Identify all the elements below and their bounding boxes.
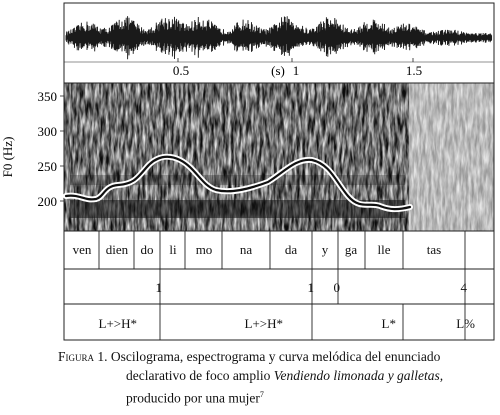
syllable: na — [240, 242, 253, 257]
syllable: ga — [345, 242, 358, 257]
syllable: tas — [427, 242, 441, 257]
syllable: y — [322, 242, 329, 257]
syllable: dien — [106, 242, 129, 257]
f0-contour — [64, 155, 412, 211]
f0-tick-250: 250 — [38, 159, 58, 174]
break-index-tier: 1 1 0 4 — [156, 280, 468, 295]
tone-label: L* — [382, 316, 396, 331]
break-index: 4 — [461, 280, 468, 295]
syllable: da — [285, 242, 298, 257]
break-index: 1 — [308, 280, 315, 295]
oscillogram-panel: 0.5 (s) 1 1.5 — [63, 2, 495, 84]
tone-label: L% — [456, 316, 475, 331]
syllable-tier: ven dien do li mo na da y ga lle tas — [73, 242, 442, 257]
f0-axis-label: F0 (Hz) — [0, 137, 15, 178]
tone-marks — [159, 304, 466, 340]
syllable: mo — [196, 242, 213, 257]
caption-title: Vendiendo limonada y galletas, — [273, 368, 444, 383]
tone-label: L+>H* — [245, 316, 284, 331]
spectrogram-panel: F0 (Hz) 350 300 250 200 — [0, 82, 495, 232]
figure-label: Figura 1. — [58, 349, 108, 364]
f0-tick-marks — [60, 95, 64, 202]
syllable-boundaries — [98, 231, 466, 269]
time-tick-1-5: 1.5 — [406, 63, 422, 78]
time-tick-0-5: 0.5 — [173, 63, 189, 78]
annotation-tiers — [63, 230, 495, 341]
break-index: 0 — [334, 280, 341, 295]
tone-tier: L+>H* L+>H* L* L% — [99, 316, 476, 331]
figure-caption: Figura 1. Oscilograma, espectrograma y c… — [58, 347, 498, 408]
caption-footnote: 7 — [259, 390, 264, 399]
f0-tick-300: 300 — [38, 124, 58, 139]
syllable: ven — [73, 242, 92, 257]
time-tick-marks — [177, 58, 414, 62]
syllable: do — [141, 242, 154, 257]
f0-tick-200: 200 — [38, 194, 58, 209]
waveform — [65, 16, 493, 60]
caption-text-2: declarativo de foco amplio — [126, 368, 274, 383]
syllable: lle — [378, 242, 391, 257]
syllable: li — [169, 242, 177, 257]
break-index-marks — [159, 269, 466, 304]
caption-text-3: producido por una mujer — [126, 390, 260, 406]
f0-tick-350: 350 — [38, 89, 58, 104]
time-tick-1: 1 — [293, 63, 300, 78]
break-index: 1 — [156, 280, 163, 295]
time-unit: (s) — [271, 63, 285, 78]
tone-label: L+>H* — [99, 316, 138, 331]
caption-text-1: Oscilograma, espectrograma y curva melód… — [110, 349, 441, 364]
